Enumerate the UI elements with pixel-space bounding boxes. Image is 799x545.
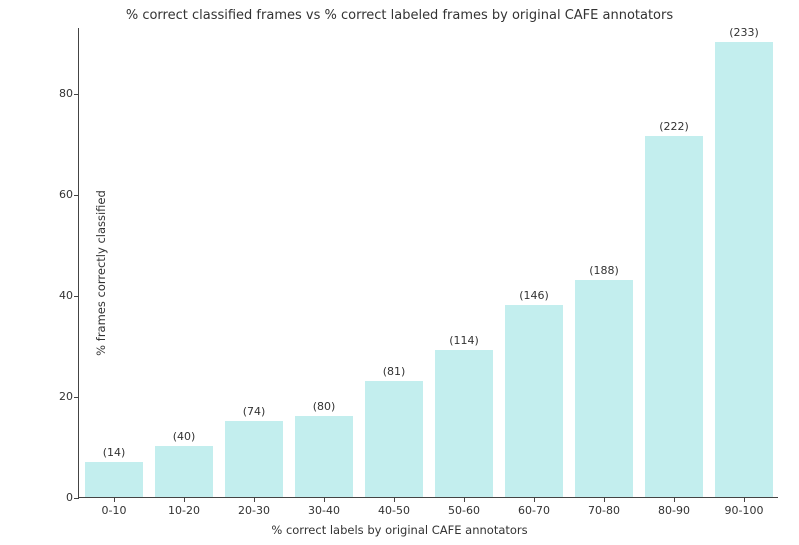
y-tick-label: 0 [37, 491, 73, 504]
bar-annotation: (222) [659, 120, 689, 133]
x-tick-label: 40-50 [378, 504, 410, 517]
bar-annotation: (81) [383, 365, 406, 378]
y-tick-label: 80 [37, 87, 73, 100]
x-tick-label: 80-90 [658, 504, 690, 517]
y-tick-label: 60 [37, 188, 73, 201]
bar-annotation: (146) [519, 289, 549, 302]
bar-annotation: (74) [243, 405, 266, 418]
bar [295, 416, 352, 497]
x-tick-mark [604, 497, 605, 502]
bar [365, 381, 422, 497]
bar-annotation: (14) [103, 446, 126, 459]
x-tick-mark [324, 497, 325, 502]
x-tick-mark [534, 497, 535, 502]
x-tick-mark [394, 497, 395, 502]
x-tick-mark [744, 497, 745, 502]
chart-figure: % correct classified frames vs % correct… [0, 0, 799, 545]
x-tick-mark [464, 497, 465, 502]
bar [505, 305, 562, 497]
bar [225, 421, 282, 497]
bar [85, 462, 142, 497]
bar [435, 350, 492, 497]
x-tick-label: 20-30 [238, 504, 270, 517]
bar [715, 42, 772, 497]
y-tick-mark [74, 94, 79, 95]
bar-annotation: (188) [589, 264, 619, 277]
x-axis-label: % correct labels by original CAFE annota… [0, 523, 799, 537]
plot-area: 0204060800-10(14)10-20(40)20-30(74)30-40… [78, 28, 778, 498]
y-tick-mark [74, 397, 79, 398]
bar [575, 280, 632, 497]
x-tick-mark [184, 497, 185, 502]
x-tick-label: 50-60 [448, 504, 480, 517]
bar [155, 446, 212, 497]
x-tick-label: 10-20 [168, 504, 200, 517]
y-tick-label: 40 [37, 289, 73, 302]
y-tick-mark [74, 195, 79, 196]
y-tick-mark [74, 296, 79, 297]
bar-annotation: (233) [729, 26, 759, 39]
x-tick-label: 0-10 [102, 504, 127, 517]
chart-title: % correct classified frames vs % correct… [0, 8, 799, 23]
x-tick-label: 70-80 [588, 504, 620, 517]
bar-annotation: (80) [313, 400, 336, 413]
bar-annotation: (40) [173, 430, 196, 443]
y-tick-mark [74, 498, 79, 499]
x-tick-label: 90-100 [725, 504, 764, 517]
x-tick-label: 60-70 [518, 504, 550, 517]
x-tick-label: 30-40 [308, 504, 340, 517]
x-tick-mark [254, 497, 255, 502]
x-tick-mark [674, 497, 675, 502]
bar-annotation: (114) [449, 334, 479, 347]
x-tick-mark [114, 497, 115, 502]
y-tick-label: 20 [37, 390, 73, 403]
bar [645, 136, 702, 497]
